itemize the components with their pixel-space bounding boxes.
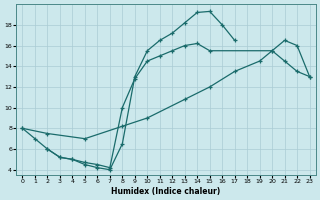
X-axis label: Humidex (Indice chaleur): Humidex (Indice chaleur) [111,187,221,196]
